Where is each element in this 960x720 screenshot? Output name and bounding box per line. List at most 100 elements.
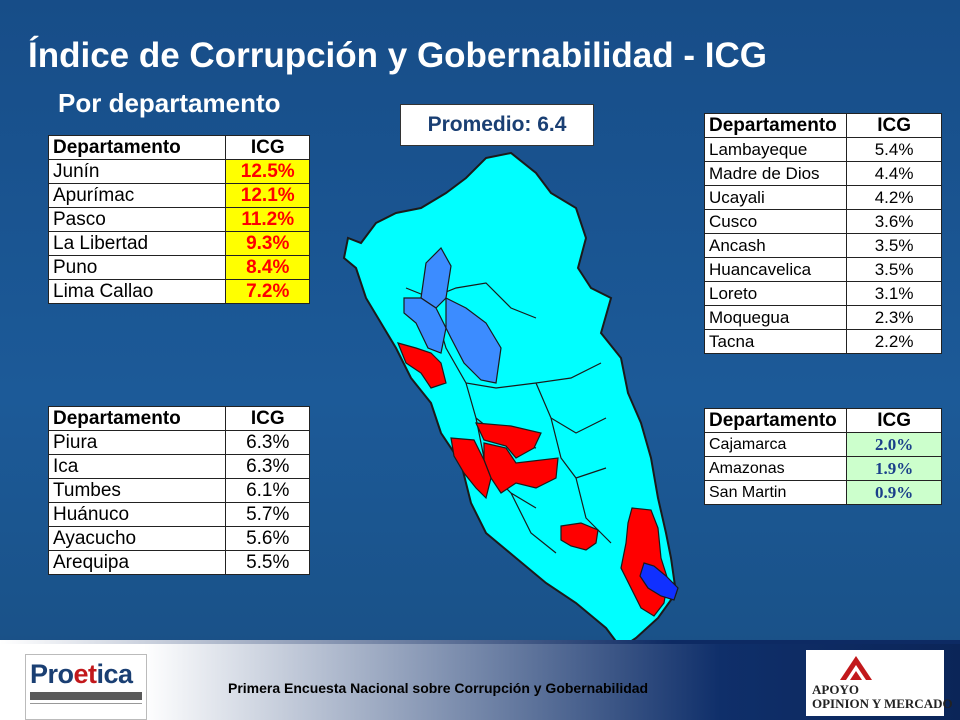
cell-departamento: Ucayali <box>703 185 848 210</box>
cell-icg: 6.3% <box>225 430 310 455</box>
cell-departamento: Puno <box>47 255 227 280</box>
cell-departamento: San Martin <box>703 480 848 505</box>
cell-icg: 4.2% <box>846 185 942 210</box>
apoyo-emblem-icon <box>840 656 872 680</box>
table-row: Tacna 2.2% <box>703 329 942 354</box>
table-mid-icg: Departamento ICG Piura 6.3% Ica 6.3% Tumbe… <box>47 406 310 575</box>
proetica-logo: Proetica <box>25 654 147 720</box>
proetica-wordmark: Proetica <box>30 659 133 689</box>
cell-departamento: Cajamarca <box>703 432 848 457</box>
cell-departamento: Huánuco <box>47 502 227 527</box>
cell-departamento: Moquegua <box>703 305 848 330</box>
footer-stripe <box>0 640 960 644</box>
table-row: Loreto 3.1% <box>703 281 942 306</box>
table-row: Huancavelica 3.5% <box>703 257 942 282</box>
proetica-subline <box>30 692 142 700</box>
proetica-transparency-line <box>30 703 142 714</box>
cell-icg: 5.7% <box>225 502 310 527</box>
region-cajamarca <box>403 297 447 354</box>
cell-icg: 1.9% <box>846 456 942 481</box>
cell-icg: 8.4% <box>225 255 310 280</box>
header-departamento: Departamento <box>703 408 848 433</box>
header-departamento: Departamento <box>703 113 848 138</box>
table-row: Ucayali 4.2% <box>703 185 942 210</box>
table-row: Ica 6.3% <box>47 454 310 479</box>
table-row: Moquegua 2.3% <box>703 305 942 330</box>
cell-departamento: Apurímac <box>47 183 227 208</box>
cell-icg: 3.5% <box>846 233 942 258</box>
cell-icg: 0.9% <box>846 480 942 505</box>
cell-icg: 2.2% <box>846 329 942 354</box>
cell-departamento: Ayacucho <box>47 526 227 551</box>
cell-icg: 2.0% <box>846 432 942 457</box>
cell-departamento: Junín <box>47 159 227 184</box>
table-row: Cajamarca 2.0% <box>703 432 942 457</box>
table-row: Madre de Dios 4.4% <box>703 161 942 186</box>
cell-departamento: La Libertad <box>47 231 227 256</box>
cell-icg: 9.3% <box>225 231 310 256</box>
table-row: Ayacucho 5.6% <box>47 526 310 551</box>
cell-departamento: Tacna <box>703 329 848 354</box>
table-row: Apurímac 12.1% <box>47 183 310 208</box>
header-icg: ICG <box>225 135 310 160</box>
cell-departamento: Lima Callao <box>47 279 227 304</box>
table-high-icg: Departamento ICG Junín 12.5% Apurímac 12.1… <box>47 135 310 304</box>
table-row: Junín 12.5% <box>47 159 310 184</box>
cell-departamento: Amazonas <box>703 456 848 481</box>
cell-icg: 6.3% <box>225 454 310 479</box>
footer-text: Primera Encuesta Nacional sobre Corrupci… <box>228 680 649 696</box>
cell-icg: 11.2% <box>225 207 310 232</box>
cell-departamento: Arequipa <box>47 550 227 575</box>
cell-icg: 3.6% <box>846 209 942 234</box>
cell-icg: 5.5% <box>225 550 310 575</box>
header-departamento: Departamento <box>47 135 227 160</box>
header-icg: ICG <box>225 406 310 431</box>
page-subtitle: Por departamento <box>58 88 281 118</box>
cell-icg: 12.1% <box>225 183 310 208</box>
apoyo-line1: APOYO <box>812 682 859 697</box>
table-row: Puno 8.4% <box>47 255 310 280</box>
table-row: Pasco 11.2% <box>47 207 310 232</box>
region-titicaca <box>639 562 679 601</box>
region-apurimac <box>560 522 599 551</box>
cell-departamento: Tumbes <box>47 478 227 503</box>
cell-icg: 3.1% <box>846 281 942 306</box>
apoyo-logo: APOYO OPINION Y MERCADO <box>806 650 953 716</box>
cell-departamento: Ancash <box>703 233 848 258</box>
table-row: Tumbes 6.1% <box>47 478 310 503</box>
apoyo-line2: OPINION Y MERCADO <box>812 696 953 711</box>
cell-icg: 6.1% <box>225 478 310 503</box>
region-lima <box>450 437 492 500</box>
region-la-libertad <box>396 342 447 389</box>
cell-icg: 2.3% <box>846 305 942 330</box>
cell-icg: 7.2% <box>225 279 310 304</box>
region-san-martin <box>445 297 502 384</box>
cell-departamento: Lambayeque <box>703 137 848 162</box>
cell-departamento: Huancavelica <box>703 257 848 282</box>
cell-icg: 3.5% <box>846 257 942 282</box>
header-icg: ICG <box>846 113 942 138</box>
average-box: Promedio: 6.4 <box>400 104 594 146</box>
cell-icg: 5.6% <box>225 526 310 551</box>
table-row: Amazonas 1.9% <box>703 456 942 481</box>
cell-departamento: Piura <box>47 430 227 455</box>
table-low-icg: Departamento ICG Lambayeque 5.4% Madre de… <box>703 113 942 354</box>
cell-icg: 12.5% <box>225 159 310 184</box>
cell-departamento: Madre de Dios <box>703 161 848 186</box>
cell-departamento: Ica <box>47 454 227 479</box>
cell-departamento: Cusco <box>703 209 848 234</box>
header-icg: ICG <box>846 408 942 433</box>
footer-gradient <box>0 644 960 720</box>
page-title: Índice de Corrupción y Gobernabilidad - … <box>28 36 767 75</box>
table-row: Piura 6.3% <box>47 430 310 455</box>
table-row: La Libertad 9.3% <box>47 231 310 256</box>
cell-icg: 4.4% <box>846 161 942 186</box>
cell-icg: 5.4% <box>846 137 942 162</box>
table-lowest-icg: Departamento ICG Cajamarca 2.0% Amazonas 1… <box>703 408 942 505</box>
cell-departamento: Pasco <box>47 207 227 232</box>
table-row: San Martin 0.9% <box>703 480 942 505</box>
table-row: Ancash 3.5% <box>703 233 942 258</box>
peru-map <box>342 151 679 648</box>
region-pasco <box>475 422 542 459</box>
header-departamento: Departamento <box>47 406 227 431</box>
